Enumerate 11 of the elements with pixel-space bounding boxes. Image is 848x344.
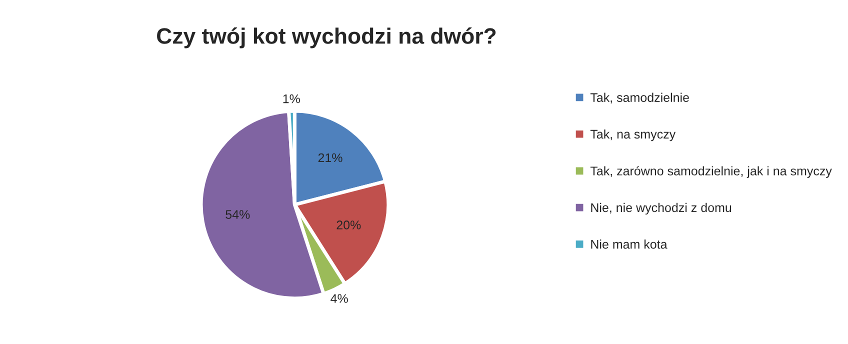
- legend-label: Tak, samodzielnie: [590, 92, 689, 104]
- data-label: 20%: [336, 220, 361, 230]
- data-label: 21%: [318, 153, 342, 162]
- data-label: 54%: [226, 210, 250, 219]
- legend-label: Nie mam kota: [591, 240, 668, 249]
- data-label: 1%: [283, 94, 300, 104]
- legend-label: Nie, nie wychodzi z domu: [591, 202, 732, 215]
- chart-title: Czy twój kot wychodzi na dwór?: [157, 27, 496, 48]
- legend-label: Tak, zarówno samodzielnie, jak i na smyczy: [590, 166, 832, 178]
- legend-label: Tak, na smyczy: [590, 129, 676, 142]
- data-label: 4%: [330, 294, 348, 303]
